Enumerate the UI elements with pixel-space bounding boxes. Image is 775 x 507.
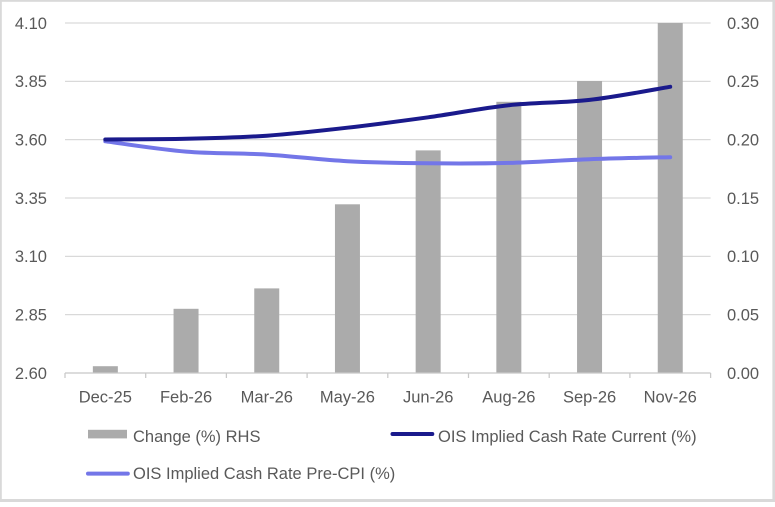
svg-text:Change (%) RHS: Change (%) RHS (133, 428, 260, 446)
svg-text:3.10: 3.10 (15, 248, 47, 266)
svg-text:3.85: 3.85 (15, 73, 47, 91)
svg-text:Jun-26: Jun-26 (403, 389, 453, 407)
svg-text:2.85: 2.85 (15, 306, 47, 324)
svg-text:3.35: 3.35 (15, 190, 47, 208)
svg-text:Sep-26: Sep-26 (563, 389, 616, 407)
svg-text:May-26: May-26 (320, 389, 375, 407)
svg-text:Aug-26: Aug-26 (482, 389, 535, 407)
svg-text:0.00: 0.00 (727, 365, 759, 383)
svg-text:0.10: 0.10 (727, 248, 759, 266)
svg-text:Nov-26: Nov-26 (644, 389, 697, 407)
svg-text:OIS Implied Cash Rate Current: OIS Implied Cash Rate Current (%) (438, 428, 697, 446)
svg-text:0.30: 0.30 (727, 15, 759, 33)
svg-text:Mar-26: Mar-26 (241, 389, 293, 407)
svg-text:OIS Implied Cash Rate Pre-CPI: OIS Implied Cash Rate Pre-CPI (%) (133, 465, 395, 483)
svg-text:0.15: 0.15 (727, 190, 759, 208)
svg-text:Dec-25: Dec-25 (79, 389, 132, 407)
svg-text:0.20: 0.20 (727, 131, 759, 149)
svg-text:3.60: 3.60 (15, 131, 47, 149)
svg-text:4.10: 4.10 (15, 15, 47, 33)
svg-text:0.25: 0.25 (727, 73, 759, 91)
svg-text:2.60: 2.60 (15, 365, 47, 383)
svg-text:Feb-26: Feb-26 (160, 389, 212, 407)
svg-text:0.05: 0.05 (727, 306, 759, 324)
